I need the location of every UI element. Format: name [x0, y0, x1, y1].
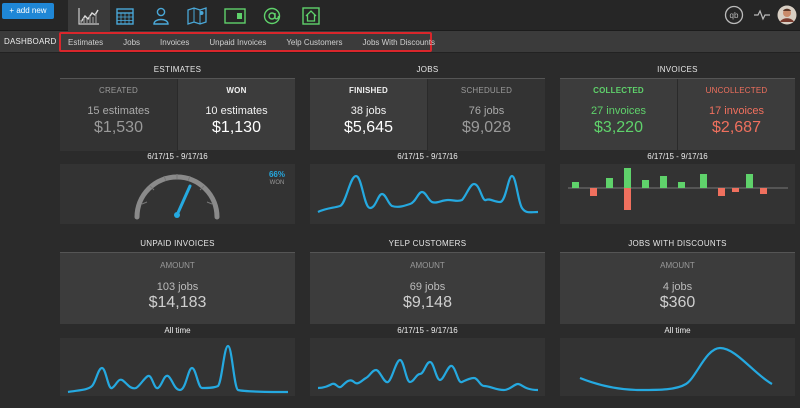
metric-count: 15 estimates [87, 105, 150, 117]
date-range: All time [664, 326, 691, 335]
discounts-sparkline [560, 338, 795, 396]
metric-count: 76 jobs [468, 105, 505, 117]
metric-amount: $5,645 [344, 119, 393, 136]
card-title: ESTIMATES [153, 65, 202, 74]
date-range: 6/17/15 - 9/17/16 [397, 326, 458, 335]
report-tabs: Estimates Jobs Invoices Unpaid Invoices … [59, 32, 435, 52]
metric-count: 17 invoices [708, 105, 765, 117]
yelp-customers-card[interactable]: YELP CUSTOMERS AMOUNT 69 jobs $9,148 6/1… [310, 238, 545, 396]
date-range: 6/17/15 - 9/17/16 [647, 152, 708, 161]
metric-count: 69 jobs [409, 281, 446, 293]
gauge-percent: 66% [268, 170, 285, 179]
metric-count: 10 estimates [205, 105, 268, 117]
top-bar: + add new [0, 0, 800, 31]
tab-jobs[interactable]: Jobs [123, 37, 141, 47]
tab-unpaid-invoices[interactable]: Unpaid Invoices [209, 37, 267, 47]
at-icon[interactable] [251, 0, 293, 31]
date-range: 6/17/15 - 9/17/16 [147, 152, 208, 161]
uncollected-panel: UNCOLLECTED 17 invoices $2,687 [678, 79, 795, 151]
card-title: UNPAID INVOICES [140, 239, 215, 248]
jobs-sparkline [310, 164, 545, 224]
metric-label: COLLECTED [593, 86, 644, 95]
sub-navigation: DASHBOARD Estimates Jobs Invoices Unpaid… [0, 31, 800, 53]
card-title: JOBS [416, 65, 439, 74]
metric-label: SCHEDULED [460, 86, 513, 95]
metric-label: AMOUNT [660, 261, 695, 270]
metric-amount: $1,130 [212, 119, 261, 136]
finished-panel: FINISHED 38 jobs $5,645 [310, 79, 427, 151]
invoices-card[interactable]: INVOICES COLLECTED 27 invoices $3,220 UN… [560, 64, 795, 224]
activity-icon[interactable] [752, 3, 772, 27]
date-range: 6/17/15 - 9/17/16 [397, 152, 458, 161]
gauge-status: WON [269, 180, 285, 186]
metric-count: 38 jobs [350, 105, 387, 117]
metric-label: WON [226, 86, 247, 95]
unpaid-invoices-card[interactable]: UNPAID INVOICES AMOUNT 103 jobs $14,183 … [60, 238, 295, 396]
metric-label: UNCOLLECTED [705, 86, 768, 95]
date-range: All time [164, 326, 191, 335]
metric-amount: $1,530 [94, 119, 143, 136]
scheduled-panel: SCHEDULED 76 jobs $9,028 [428, 79, 545, 151]
add-new-button[interactable]: + add new [2, 3, 54, 19]
created-panel: CREATED 15 estimates $1,530 [60, 79, 177, 151]
metric-count: 103 jobs [156, 281, 199, 293]
collected-panel: COLLECTED 27 invoices $3,220 [560, 79, 677, 151]
user-icon[interactable] [140, 0, 182, 31]
unpaid-sparkline [60, 338, 295, 396]
tab-invoices[interactable]: Invoices [160, 37, 190, 47]
card-title: JOBS WITH DISCOUNTS [628, 239, 727, 248]
chart-icon[interactable] [68, 0, 110, 31]
qb-icon[interactable]: qb [722, 3, 746, 27]
estimates-card[interactable]: ESTIMATES CREATED 15 estimates $1,530 WO… [60, 64, 295, 224]
metric-amount: $3,220 [594, 119, 643, 136]
avatar[interactable] [776, 3, 798, 27]
metric-label: AMOUNT [410, 261, 445, 270]
home-icon[interactable] [290, 0, 332, 31]
metric-label: FINISHED [349, 86, 388, 95]
metric-count: 27 invoices [590, 105, 647, 117]
card-title: YELP CUSTOMERS [388, 239, 467, 248]
metric-amount: $2,687 [712, 119, 761, 136]
metric-label: AMOUNT [160, 261, 195, 270]
svg-text:qb: qb [730, 11, 739, 20]
won-panel: WON 10 estimates $1,130 [178, 79, 295, 151]
map-icon[interactable] [176, 0, 218, 31]
metric-amount: $9,028 [462, 119, 511, 136]
gauge-chart: 66% WON [60, 164, 295, 224]
gauge-needle [175, 184, 192, 217]
jobs-card[interactable]: JOBS FINISHED 38 jobs $5,645 SCHEDULED 7… [310, 64, 545, 224]
jobs-with-discounts-card[interactable]: JOBS WITH DISCOUNTS AMOUNT 4 jobs $360 A… [560, 238, 795, 396]
metric-amount: $9,148 [403, 294, 452, 311]
calendar-icon[interactable] [104, 0, 146, 31]
metric-amount: $14,183 [148, 294, 207, 311]
tab-yelp-customers[interactable]: Yelp Customers [286, 37, 343, 47]
gauge-readout: 66% WON [269, 170, 285, 186]
metric-label: CREATED [98, 86, 139, 95]
yelp-sparkline [310, 338, 545, 396]
dashboard-label[interactable]: DASHBOARD [4, 37, 57, 46]
metric-count: 4 jobs [662, 281, 693, 293]
invoices-bar-chart [560, 164, 795, 224]
card-title: INVOICES [657, 65, 698, 74]
tab-estimates[interactable]: Estimates [68, 37, 104, 47]
tab-jobs-with-discounts[interactable]: Jobs With Discounts [362, 37, 435, 47]
money-icon[interactable] [214, 0, 256, 31]
metric-amount: $360 [659, 294, 696, 311]
